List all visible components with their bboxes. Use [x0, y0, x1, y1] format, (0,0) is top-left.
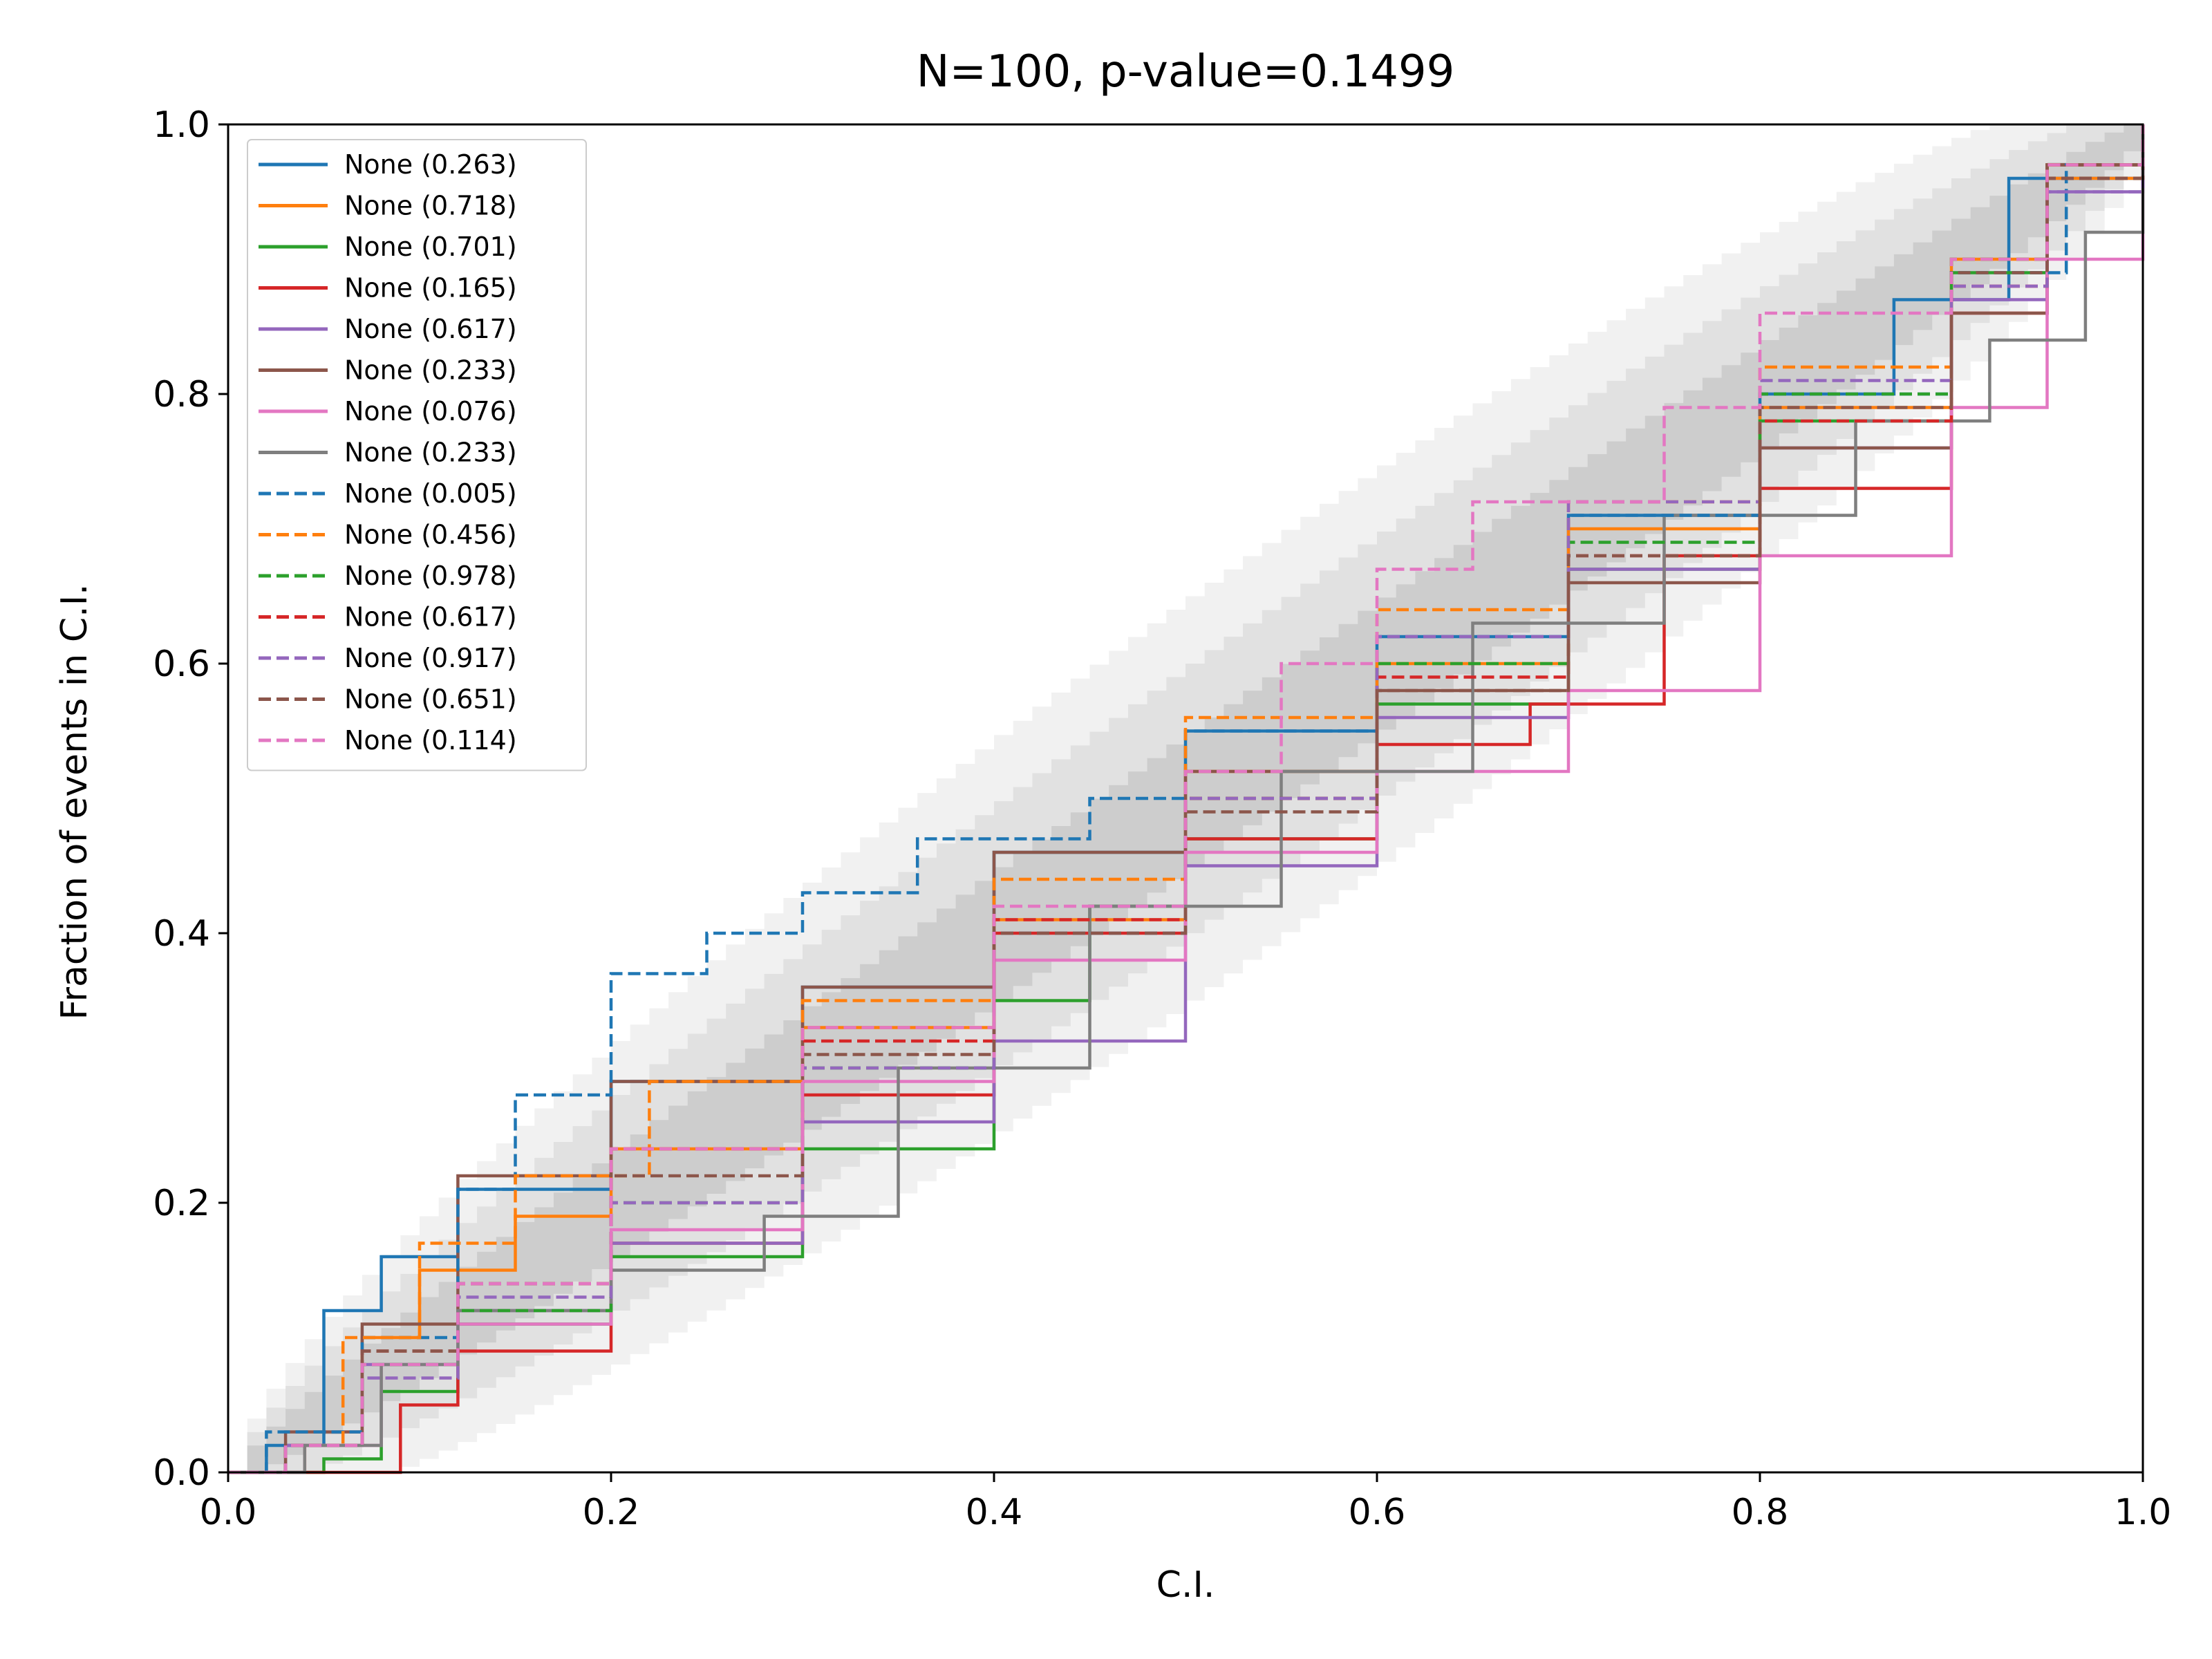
y-tick-label: 0.2 — [153, 1183, 210, 1224]
x-tick-label: 0.2 — [583, 1492, 640, 1533]
legend-entry-label: None (0.701) — [344, 232, 517, 262]
legend-entry-label: None (0.233) — [344, 438, 517, 468]
legend-box — [247, 139, 587, 771]
y-axis-ticks: 0.0 0.2 0.4 0.6 0.8 1.0 — [153, 104, 228, 1494]
plot-frame — [227, 123, 2144, 1474]
legend-entry-label: None (0.076) — [344, 396, 517, 427]
legend-entry-label: None (0.617) — [344, 314, 517, 344]
chart-title: N=100, p-value=0.1499 — [917, 46, 1455, 97]
legend-entry-label: None (0.114) — [344, 725, 517, 756]
x-tick-label: 0.4 — [966, 1492, 1023, 1533]
x-tick-label: 0.8 — [1732, 1492, 1789, 1533]
legend-entry-label: None (0.165) — [344, 273, 517, 303]
x-axis-label: C.I. — [1156, 1564, 1215, 1606]
legend-entry-label: None (0.005) — [344, 478, 517, 509]
legend-entry-label: None (0.456) — [344, 520, 517, 550]
legend-entry-label: None (0.651) — [344, 684, 517, 715]
legend-entry-label: None (0.718) — [344, 191, 517, 221]
legend-entry-label: None (0.917) — [344, 643, 517, 673]
legend: None (0.263) None (0.718) None (0.701) None… — [247, 139, 587, 771]
y-tick-label: 0.8 — [153, 374, 210, 415]
x-tick-label: 0.0 — [200, 1492, 257, 1533]
y-tick-label: 0.4 — [153, 913, 210, 955]
legend-entry-label: None (0.978) — [344, 561, 517, 591]
legend-entry-label: None (0.263) — [344, 149, 517, 180]
x-tick-label: 1.0 — [2115, 1492, 2172, 1533]
y-tick-label: 0.0 — [153, 1452, 210, 1494]
x-tick-label: 0.6 — [1349, 1492, 1406, 1533]
y-tick-label: 1.0 — [153, 104, 210, 146]
y-axis-label: Fraction of events in C.I. — [54, 583, 95, 1020]
y-tick-label: 0.6 — [153, 644, 210, 685]
series-lines — [228, 124, 2145, 1474]
series-line-14 — [228, 124, 2145, 1474]
legend-entry-label: None (0.233) — [344, 355, 517, 386]
legend-entry-label: None (0.617) — [344, 602, 517, 632]
x-axis-ticks: 0.0 0.2 0.4 0.6 0.8 1.0 — [200, 1472, 2172, 1533]
series-line-15 — [228, 124, 2145, 1474]
